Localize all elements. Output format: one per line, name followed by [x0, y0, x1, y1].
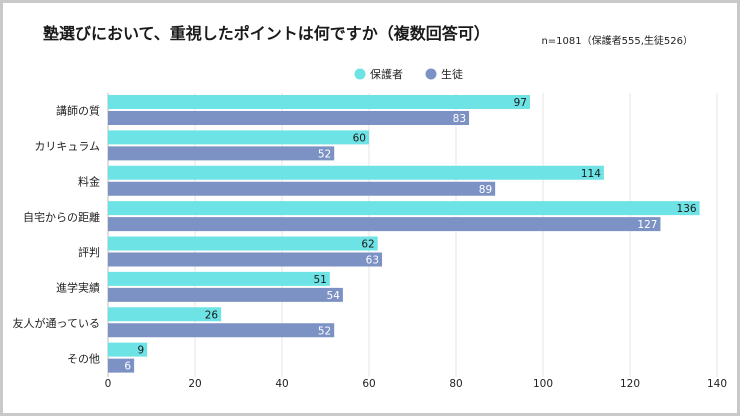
data-label-parent: 114	[581, 168, 601, 180]
bar-parent	[108, 165, 604, 180]
legend-label-parent: 保護者	[370, 67, 403, 81]
data-label-parent: 26	[205, 309, 219, 321]
category-label: 自宅からの距離	[23, 210, 100, 224]
data-label-parent: 60	[353, 132, 366, 144]
bar-student	[108, 287, 343, 302]
bar-parent	[108, 95, 530, 109]
bar-student	[108, 111, 470, 125]
bar-parent	[108, 342, 148, 357]
bar-student	[108, 252, 383, 267]
bar-parent	[108, 307, 222, 322]
data-label-parent: 51	[313, 274, 326, 286]
chart-title: 塾選びにおいて、重視したポイントは何ですか（複数回答可）	[43, 24, 490, 43]
bar-parent	[108, 130, 369, 145]
category-label: 評判	[78, 245, 100, 259]
data-label-student: 52	[318, 325, 331, 337]
legend-marker-parent	[354, 68, 366, 80]
data-label-student: 63	[366, 255, 379, 267]
data-label-student: 127	[637, 219, 657, 231]
data-label-parent: 97	[514, 97, 527, 109]
legend-marker-student	[425, 68, 437, 80]
bar-student	[108, 217, 661, 232]
bar-student	[108, 181, 496, 196]
category-label: 進学実績	[56, 281, 100, 295]
data-label-student: 54	[327, 290, 341, 302]
x-tick-label-140: 140	[707, 378, 727, 390]
data-label-student: 83	[453, 113, 466, 125]
x-tick-label-100: 100	[533, 378, 553, 390]
category-label: カリキュラム	[34, 140, 100, 153]
category-label: 料金	[78, 174, 100, 188]
x-tick-label-120: 120	[620, 378, 640, 390]
data-label-student: 89	[479, 184, 492, 196]
data-label-parent: 9	[137, 345, 144, 357]
category-label: 友人が通っている	[13, 316, 100, 330]
x-tick-label-0: 0	[105, 378, 112, 390]
x-tick-label-80: 80	[449, 378, 462, 390]
x-tick-label-20: 20	[188, 378, 201, 390]
sample-size-note: n=1081（保護者555,生徒526）	[541, 36, 693, 47]
data-label-parent: 62	[361, 239, 374, 251]
bar-student	[108, 146, 335, 161]
category-label: 講師の質	[56, 104, 100, 118]
data-label-student: 52	[318, 148, 331, 160]
x-tick-label-40: 40	[275, 378, 288, 390]
x-tick-label-60: 60	[362, 378, 375, 390]
category-label: その他	[67, 352, 100, 365]
bar-student	[108, 323, 335, 338]
bar-parent	[108, 201, 700, 216]
data-label-student: 6	[124, 361, 131, 373]
bar-student	[108, 358, 135, 373]
bar-parent	[108, 271, 330, 286]
legend-label-student: 生徒	[441, 67, 463, 81]
bar-parent	[108, 236, 378, 251]
data-label-parent: 136	[677, 203, 697, 215]
